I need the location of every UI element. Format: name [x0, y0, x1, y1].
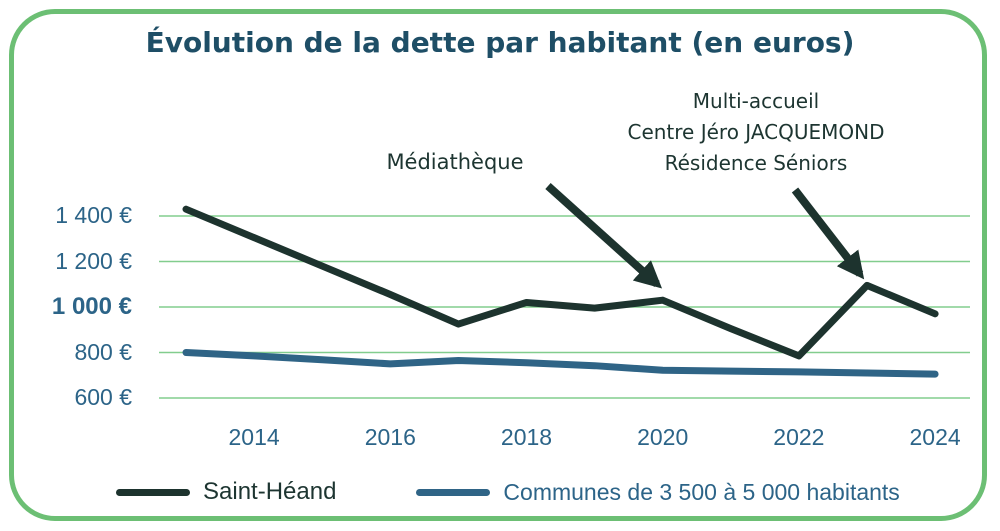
legend-swatch-communes — [416, 488, 491, 496]
card-border — [9, 9, 987, 521]
annotation-line: Médiathèque — [386, 150, 524, 174]
annotation-line: Multi-accueil — [692, 89, 820, 113]
y-axis-label: 1 000 € — [51, 293, 132, 320]
x-axis-label: 2024 — [909, 424, 961, 450]
x-axis-label: 2022 — [773, 424, 825, 450]
y-axis-label: 1 200 € — [55, 247, 132, 274]
y-axis-label: 600 € — [74, 384, 132, 410]
legend-label-communes: Communes de 3 500 à 5 000 habitants — [503, 478, 900, 505]
annotation-mediatheque: Médiathèque — [330, 150, 580, 174]
x-axis-label: 2016 — [364, 424, 416, 450]
x-axis-label: 2018 — [500, 424, 553, 450]
chart-title: Évolution de la dette par habitant (en e… — [145, 26, 855, 59]
legend: Saint-Héand Communes de 3 500 à 5 000 ha… — [116, 478, 900, 506]
annotation-line: Centre Jéro JACQUEMOND — [627, 120, 885, 144]
legend-label-saint-heand: Saint-Héand — [203, 478, 337, 505]
annotation-multi-accueil: Multi-accueil Centre Jéro JACQUEMOND Rés… — [580, 86, 932, 179]
x-axis-label: 2014 — [228, 424, 280, 450]
y-axis-label: 800 € — [74, 338, 132, 365]
annotation-line: Résidence Séniors — [664, 151, 848, 175]
x-axis-label: 2020 — [637, 424, 689, 450]
y-axis-label: 1 400 € — [55, 202, 132, 228]
legend-swatch-saint-heand — [116, 488, 190, 496]
